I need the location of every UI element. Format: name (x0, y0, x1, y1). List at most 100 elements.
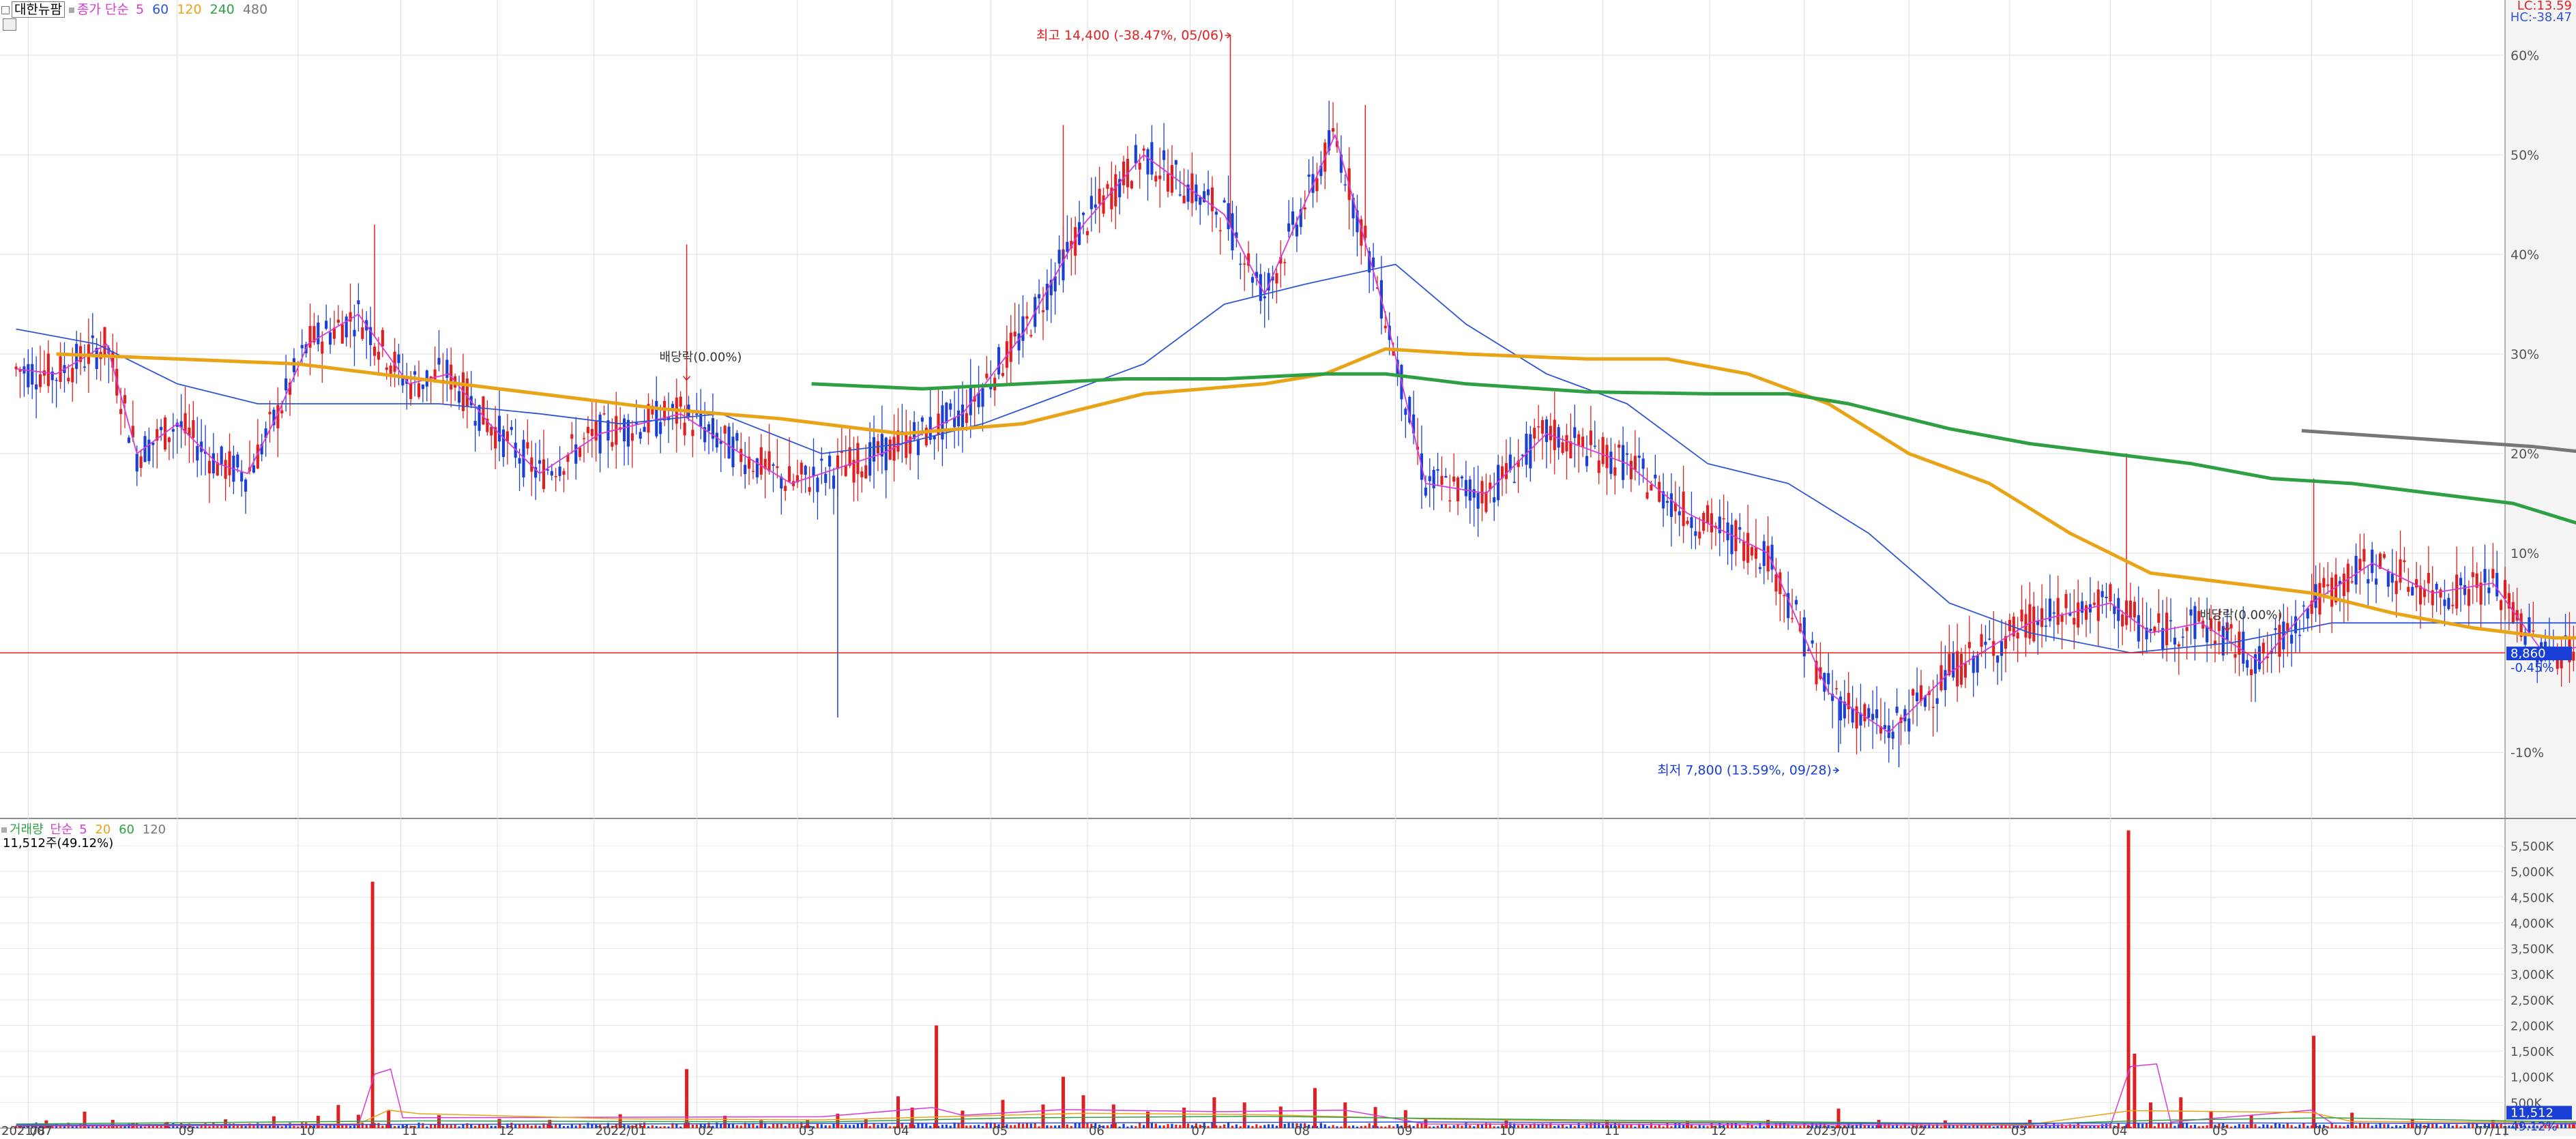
volume-bar (1497, 1126, 1499, 1128)
volume-bar (2274, 1122, 2277, 1128)
candle-body (884, 437, 888, 471)
candle-body (634, 422, 638, 424)
candle-body (2242, 632, 2245, 664)
volume-bar (2040, 1125, 2043, 1128)
panel-toggle-icon[interactable] (1, 5, 10, 14)
volume-bar (2161, 1123, 2164, 1128)
volume-bar (23, 1126, 26, 1128)
candle-body (868, 442, 872, 476)
candle-body (1984, 641, 1987, 645)
volume-bar (816, 1123, 819, 1128)
volume-bar (699, 1123, 702, 1128)
volume-bar (59, 1125, 62, 1128)
candle-body (2528, 617, 2531, 633)
volume-bar (981, 1125, 984, 1128)
volume-label[interactable]: 거래량 (10, 823, 44, 837)
volume-bar (1444, 1124, 1447, 1128)
volume-bar (373, 1123, 376, 1128)
indicator-label[interactable]: 종가 단순 (76, 2, 129, 17)
volume-bar (1461, 1125, 1463, 1128)
candle-body (1750, 547, 1754, 556)
volume-bar (474, 1125, 477, 1128)
candle-body (941, 405, 944, 440)
volume-bar (1114, 1123, 1117, 1128)
volume-bar (497, 1119, 501, 1128)
volume-bar (387, 1110, 391, 1128)
volume-bar (1916, 1124, 1918, 1128)
candle-body (1460, 476, 1464, 479)
candle-body (2133, 602, 2136, 618)
candle-body (2068, 612, 2072, 616)
volume-axis-tick-label: 3,500K (2511, 943, 2555, 957)
volume-bar (679, 1126, 682, 1128)
volume-bar (2141, 1123, 2144, 1128)
volume-bar (885, 1123, 888, 1128)
candle-body (2415, 579, 2418, 588)
volume-bar (2468, 1122, 2470, 1128)
volume-bar (1791, 1125, 1794, 1128)
volume-bar (454, 1123, 456, 1128)
candle-body (445, 359, 449, 378)
candle-body (2169, 620, 2173, 621)
volume-bar (345, 1125, 348, 1128)
volume-toggle-icon[interactable] (1, 827, 7, 833)
volume-bar (595, 1124, 598, 1128)
volume-bar (1118, 1126, 1121, 1128)
candle-body (1650, 484, 1653, 491)
candle-body (325, 321, 328, 329)
volume-bar (1271, 1124, 1274, 1128)
candle-body (482, 396, 485, 425)
candle-body (2266, 656, 2269, 658)
volume-bar (1308, 1124, 1311, 1128)
volume-bar (312, 1123, 316, 1128)
candle-body (1122, 161, 1126, 186)
symbol-name[interactable]: 대한뉴팜 (12, 1, 65, 18)
candle-body (2193, 606, 2197, 639)
candle-body (465, 378, 469, 407)
volume-bar (905, 1125, 907, 1128)
candle-body (1645, 492, 1649, 499)
volume-bar (1150, 1123, 1154, 1128)
x-axis-label: 07 (1191, 1124, 1207, 1136)
candle-body (1686, 520, 1689, 524)
candle-body (1967, 642, 1971, 649)
volume-bar (953, 1122, 956, 1128)
volume-bar (2137, 1123, 2140, 1128)
candle-body (602, 413, 606, 415)
volume-bar (1315, 1126, 1319, 1128)
candle-body (1102, 195, 1105, 214)
volume-bar (647, 1126, 650, 1128)
volume-bar (1565, 1126, 1568, 1128)
volume-bar (1984, 1123, 1987, 1128)
volume-bar (824, 1125, 827, 1128)
candle-body (2238, 632, 2241, 655)
volume-bar (1186, 1123, 1190, 1128)
volume-bar (1122, 1123, 1125, 1128)
volume-bar (2354, 1125, 2358, 1128)
volume-bar (1143, 1125, 1145, 1128)
volume-bar (441, 1123, 444, 1128)
candle-body (1843, 701, 1846, 719)
volume-bar (385, 1124, 388, 1128)
candle-body (1787, 593, 1790, 619)
volume-bar (2483, 1123, 2487, 1128)
settings-icon[interactable] (3, 18, 16, 31)
candle-body (1923, 696, 1927, 707)
volume-bar (1420, 1123, 1423, 1128)
volume-bar (1489, 1123, 1491, 1128)
price-axis-tick-label: -10% (2511, 745, 2544, 760)
candle-body (949, 403, 952, 410)
volume-bar (297, 1126, 299, 1128)
candle-body (1779, 572, 1782, 595)
volume-bar (1231, 1125, 1234, 1128)
low-arrow (1832, 767, 1840, 773)
candle-body (1806, 649, 1810, 651)
candle-body (840, 451, 843, 454)
volume-bar (1235, 1124, 1238, 1128)
candle-body (1472, 489, 1476, 498)
candle-body (35, 384, 38, 389)
volume-bar (1212, 1097, 1216, 1128)
volume-bar (413, 1125, 416, 1128)
